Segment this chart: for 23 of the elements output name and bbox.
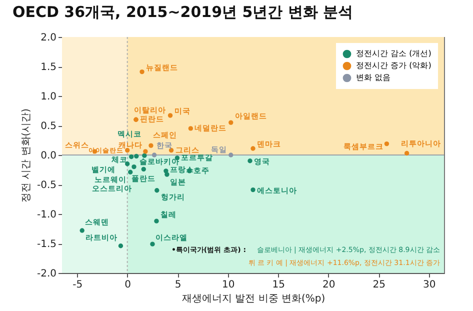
x-tick-label: 20 bbox=[322, 280, 336, 290]
y-tick-label: -1.5 bbox=[36, 239, 56, 250]
x-tick-label: 10 bbox=[222, 280, 235, 290]
y-axis-title: 정전 시간 변화(시간) bbox=[20, 108, 32, 203]
y-tick-label: 1.0 bbox=[40, 92, 56, 102]
x-tick-label: 15 bbox=[272, 280, 285, 290]
x-tick-label: 25 bbox=[372, 280, 386, 290]
x-tick-label: 0 bbox=[124, 280, 132, 290]
legend-label: 정전시간 증가 (악화) bbox=[356, 61, 432, 70]
y-tick-label: 1.5 bbox=[40, 62, 56, 73]
y-tick-label: -1.0 bbox=[36, 210, 56, 220]
x-tick-label: 30 bbox=[423, 280, 436, 290]
x-tick-label: 5 bbox=[174, 280, 182, 290]
x-tick-label: -5 bbox=[72, 280, 83, 290]
y-tick-label: -2.0 bbox=[36, 268, 56, 280]
y-tick-label: -0.5 bbox=[36, 180, 56, 191]
legend-label: 정전시간 감소 (개선) bbox=[356, 49, 432, 58]
y-tick-label: 0.5 bbox=[40, 121, 56, 132]
x-axis-title: 재생에너지 발전 비중 변화(%p) bbox=[182, 294, 326, 304]
chart-title: OECD 36개국, 2015~2019년 5년간 변화 분석 bbox=[12, 3, 354, 21]
y-tick-label: 0.0 bbox=[40, 150, 56, 162]
y-tick-label: 2.0 bbox=[40, 32, 56, 44]
legend-label: 변화 없음 bbox=[356, 73, 391, 82]
